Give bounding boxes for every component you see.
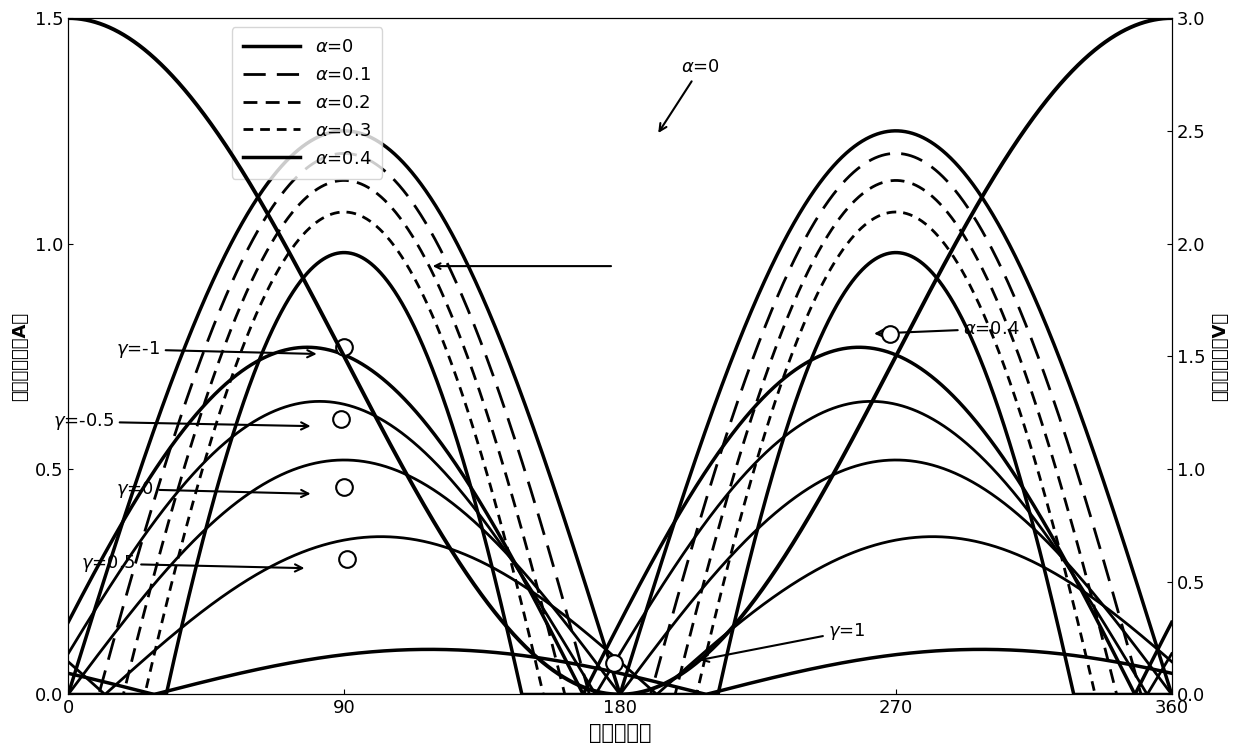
Text: $\gamma$=1: $\gamma$=1	[702, 621, 866, 662]
Text: $\gamma$=0.5: $\gamma$=0.5	[81, 553, 303, 575]
Text: $\alpha$=0.4: $\alpha$=0.4	[877, 320, 1019, 338]
Text: $\gamma$=-0.5: $\gamma$=-0.5	[53, 411, 309, 432]
Y-axis label: 归一化电压（V）: 归一化电压（V）	[1211, 311, 1229, 401]
Text: $\gamma$=-1: $\gamma$=-1	[117, 339, 315, 360]
Y-axis label: 归一化电流（A）: 归一化电流（A）	[11, 311, 29, 401]
Text: $\alpha$=0: $\alpha$=0	[660, 58, 720, 131]
Text: $\gamma$=0: $\gamma$=0	[117, 479, 309, 500]
Legend: $\alpha$=0, $\alpha$=0.1, $\alpha$=0.2, $\alpha$=0.3, $\alpha$=0.4: $\alpha$=0, $\alpha$=0.1, $\alpha$=0.2, …	[232, 27, 382, 179]
X-axis label: 相位（度）: 相位（度）	[589, 723, 651, 743]
